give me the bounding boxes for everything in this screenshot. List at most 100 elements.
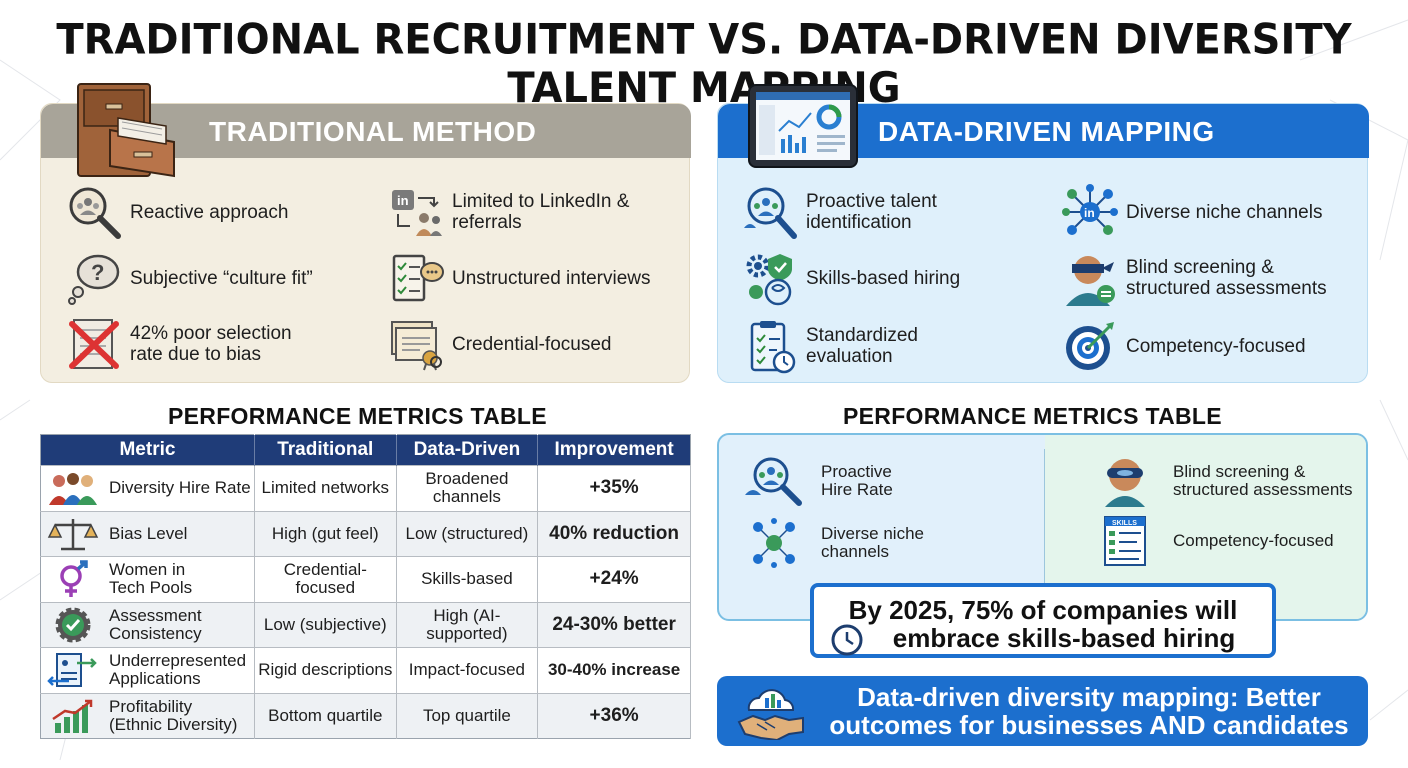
magnifier-people-icon xyxy=(69,187,121,239)
table-row: Underrepresented Applications Rigid desc… xyxy=(40,647,691,693)
data-driven-cell: Top quartile xyxy=(396,692,539,739)
traditional-item-4: Unstructured interviews xyxy=(388,250,651,306)
table-row: Bias Level High (gut feel) Low (structur… xyxy=(40,510,691,557)
target-icon xyxy=(1066,322,1114,370)
growth-chart-icon xyxy=(52,699,93,733)
right-metric-item: Proactive Hire Rate xyxy=(743,455,921,507)
traditional-cell: Low (subjective) xyxy=(254,601,397,648)
metric-name: Diversity Hire Rate xyxy=(109,478,251,498)
traditional-header-title: TRADITIONAL METHOD xyxy=(209,116,537,147)
data-driven-cell: Skills-based xyxy=(396,556,539,602)
improvement-cell: +35% xyxy=(537,465,691,511)
data-driven-cell: High (AI-supported) xyxy=(396,601,539,648)
left-metrics-title: PERFORMANCE METRICS TABLE xyxy=(168,403,547,429)
data-driven-item-text: Competency-focused xyxy=(1126,335,1306,357)
traditional-item-text: Subjective “culture fit” xyxy=(130,267,313,289)
checklist-chat-icon xyxy=(392,254,444,302)
application-arrows-icon xyxy=(47,653,97,688)
scales-icon xyxy=(47,518,99,550)
traditional-item-text: Reactive approach xyxy=(130,201,289,223)
certificate-icon xyxy=(391,321,442,371)
traditional-item-text: Limited to LinkedIn & referrals xyxy=(452,191,630,233)
traditional-item-text: 42% poor selection rate due to bias xyxy=(130,323,292,365)
traditional-cell: Bottom quartile xyxy=(254,692,397,739)
banner-line-2: outcomes for businesses AND candidates xyxy=(829,710,1349,740)
data-driven-item-1: Proactive talent identification xyxy=(742,184,986,240)
table-row: Diversity Hire Rate Limited networks Bro… xyxy=(40,465,691,511)
data-driven-item-text: Blind screening & structured assessments xyxy=(1126,257,1327,299)
traditional-item-6: Credential-focused xyxy=(388,316,611,372)
svg-text:?: ? xyxy=(91,260,104,285)
linkedin-referral-icon: in xyxy=(392,190,442,236)
svg-text:in: in xyxy=(397,193,409,208)
metric-name: Profitability (Ethnic Diversity) xyxy=(109,696,238,734)
right-metrics-title: PERFORMANCE METRICS TABLE xyxy=(843,403,1222,429)
right-metric-item: SKILLS Competency-focused xyxy=(1095,515,1334,567)
traditional-cell: Rigid descriptions xyxy=(254,647,397,693)
traditional-item-text: Credential-focused xyxy=(452,333,612,355)
data-driven-cell: Impact-focused xyxy=(396,647,539,693)
blindfold-person-icon xyxy=(1105,459,1145,507)
metrics-table: Metric Traditional Data-Driven Improveme… xyxy=(40,434,691,739)
people-group-icon xyxy=(49,473,97,506)
svg-text:in: in xyxy=(1084,206,1095,220)
data-driven-item-text: Proactive talent identification xyxy=(806,191,937,233)
improvement-cell: +36% xyxy=(537,692,691,739)
conclusion-banner: Data-driven diversity mapping: Better ou… xyxy=(717,676,1368,746)
improvement-cell: +24% xyxy=(537,556,691,602)
data-driven-item-6: Competency-focused xyxy=(1062,318,1306,374)
divider xyxy=(1044,449,1045,599)
banner-line-1: Data-driven diversity mapping: Better xyxy=(857,682,1321,712)
callout-line-1: By 2025, 75% of companies will xyxy=(848,595,1238,625)
data-driven-item-5: Standardized evaluation xyxy=(742,318,956,374)
right-metric-text: Competency-focused xyxy=(1173,531,1334,550)
data-driven-header-title: DATA-DRIVEN MAPPING xyxy=(878,116,1215,147)
right-metric-text: Diverse niche channels xyxy=(821,524,924,561)
table-row: Profitability (Ethnic Diversity) Bottom … xyxy=(40,692,691,739)
network-icon xyxy=(753,518,795,568)
data-driven-item-text: Diverse niche channels xyxy=(1126,201,1323,223)
data-driven-item-text: Standardized evaluation xyxy=(806,325,918,367)
gears-brain-icon xyxy=(746,254,792,306)
gender-symbol-icon xyxy=(60,560,88,598)
svg-text:SKILLS: SKILLS xyxy=(1112,520,1137,527)
skills-based-callout: By 2025, 75% of companies will embrace s… xyxy=(810,583,1276,658)
column-header: Metric xyxy=(40,434,255,466)
traditional-item-5: 42% poor selection rate due to bias xyxy=(66,316,320,372)
traditional-item-text: Unstructured interviews xyxy=(452,267,651,289)
network-icon: in xyxy=(1062,184,1118,235)
column-header: Traditional xyxy=(254,434,397,466)
data-driven-item-3: Skills-based hiring xyxy=(742,250,960,306)
clock-icon xyxy=(831,624,863,656)
improvement-cell: 30-40% increase xyxy=(537,647,691,693)
metric-name: Underrepresented Applications xyxy=(109,651,247,689)
clipboard-clock-icon xyxy=(750,321,796,374)
page-title: TRADITIONAL RECRUITMENT VS. DATA-DRIVEN … xyxy=(56,15,1352,113)
data-driven-item-2: in Diverse niche channels xyxy=(1062,184,1322,240)
traditional-item-1: Reactive approach xyxy=(66,184,288,240)
crossed-document-icon xyxy=(69,319,119,369)
thought-bubble-icon: ? xyxy=(68,254,120,305)
data-driven-cell: Broadened channels xyxy=(396,465,539,511)
table-header-row: Metric Traditional Data-Driven Improveme… xyxy=(40,434,691,466)
table-row: Assessment Consistency Low (subjective) … xyxy=(40,601,691,648)
data-driven-item-text: Skills-based hiring xyxy=(806,267,961,289)
traditional-cell: High (gut feel) xyxy=(254,510,397,557)
traditional-item-2: in Limited to LinkedIn & referrals xyxy=(388,184,632,240)
traditional-cell: Credential-focused xyxy=(254,556,397,602)
metric-name: Bias Level xyxy=(109,523,188,543)
blindfold-person-icon xyxy=(1066,256,1115,306)
data-driven-cell: Low (structured) xyxy=(396,510,539,557)
metric-name: Assessment Consistency xyxy=(109,605,202,643)
traditional-cell: Limited networks xyxy=(254,465,397,511)
right-metric-item: Blind screening & structured assessments xyxy=(1095,455,1366,507)
metric-name: Women in Tech Pools xyxy=(109,560,193,598)
improvement-cell: 24-30% better xyxy=(537,601,691,648)
handshake-cloud-icon xyxy=(737,689,804,740)
table-row: Women in Tech Pools Credential-focused S… xyxy=(40,556,691,602)
file-cabinet-icon xyxy=(77,83,175,178)
magnifier-people-icon xyxy=(745,457,802,506)
tablet-dashboard-icon xyxy=(748,84,858,168)
right-metric-text: Blind screening & structured assessments xyxy=(1173,462,1353,499)
right-metric-text: Proactive Hire Rate xyxy=(821,462,893,499)
